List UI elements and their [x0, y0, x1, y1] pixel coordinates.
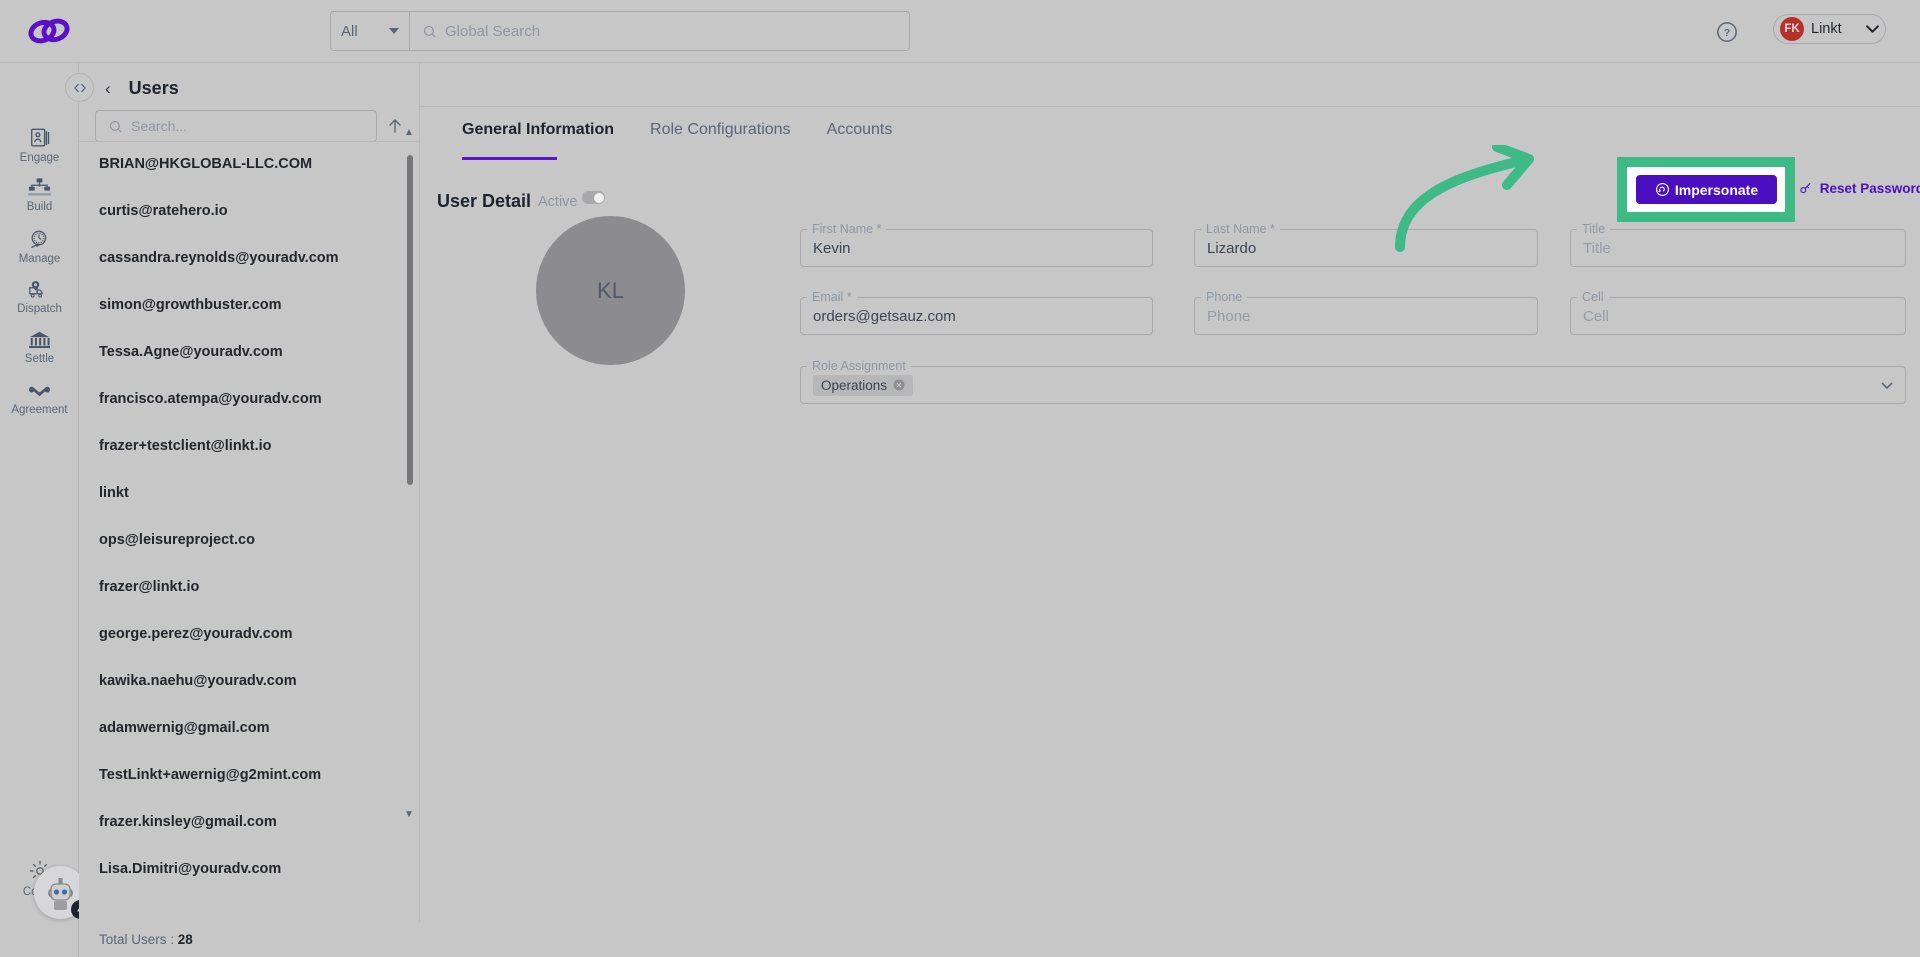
svg-text:?: ? [1724, 28, 1730, 39]
